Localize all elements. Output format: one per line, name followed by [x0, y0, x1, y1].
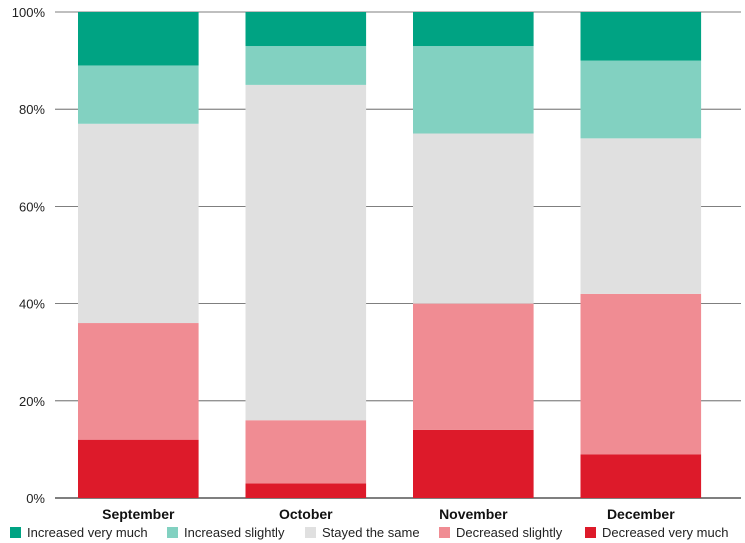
- legend-label: Increased very much: [27, 525, 148, 540]
- legend-swatch: [305, 527, 316, 538]
- y-tick-label: 60%: [19, 199, 45, 214]
- bar-segment-increased-very-much: [580, 12, 702, 61]
- bar-segment-decreased-slightly: [78, 323, 199, 440]
- legend-swatch: [439, 527, 450, 538]
- bars: [78, 12, 702, 498]
- bar-segment-stayed-the-same: [78, 123, 199, 324]
- bar-segment-decreased-slightly: [245, 420, 367, 484]
- bar-segment-increased-very-much: [413, 12, 534, 47]
- bar-segment-stayed-the-same: [413, 133, 534, 304]
- x-category-label: September: [102, 506, 175, 522]
- y-tick-label: 20%: [19, 394, 45, 409]
- x-axis-categories: September October November December: [102, 506, 675, 522]
- legend: Increased very much Increased slightly Sta…: [10, 525, 728, 540]
- bar-segment-stayed-the-same: [245, 84, 367, 421]
- x-category-label: December: [607, 506, 675, 522]
- bar-segment-increased-slightly: [580, 60, 702, 139]
- bar-segment-increased-very-much: [245, 12, 367, 47]
- legend-swatch: [585, 527, 596, 538]
- bar-segment-increased-slightly: [413, 46, 534, 134]
- y-tick-label: 80%: [19, 102, 45, 117]
- legend-label: Decreased very much: [602, 525, 728, 540]
- legend-swatch: [167, 527, 178, 538]
- y-tick-label: 100%: [12, 5, 46, 20]
- bar-segment-increased-slightly: [78, 65, 199, 124]
- bar-segment-decreased-very-much: [78, 439, 199, 498]
- legend-label: Decreased slightly: [456, 525, 563, 540]
- y-tick-label: 40%: [19, 297, 45, 312]
- bar-segment-decreased-slightly: [413, 303, 534, 430]
- legend-label: Increased slightly: [184, 525, 285, 540]
- bar-segment-stayed-the-same: [580, 138, 702, 294]
- legend-label: Stayed the same: [322, 525, 420, 540]
- bar-segment-decreased-very-much: [580, 454, 702, 498]
- bar-segment-decreased-very-much: [413, 429, 534, 498]
- y-tick-label: 0%: [26, 491, 45, 506]
- legend-swatch: [10, 527, 21, 538]
- bar-segment-increased-very-much: [78, 12, 199, 66]
- bar-segment-decreased-slightly: [580, 293, 702, 455]
- y-axis-ticks: 0% 20% 40% 60% 80% 100%: [12, 5, 46, 506]
- bar-segment-decreased-very-much: [245, 483, 367, 498]
- x-category-label: November: [439, 506, 508, 522]
- x-category-label: October: [279, 506, 333, 522]
- bar-segment-increased-slightly: [245, 46, 367, 85]
